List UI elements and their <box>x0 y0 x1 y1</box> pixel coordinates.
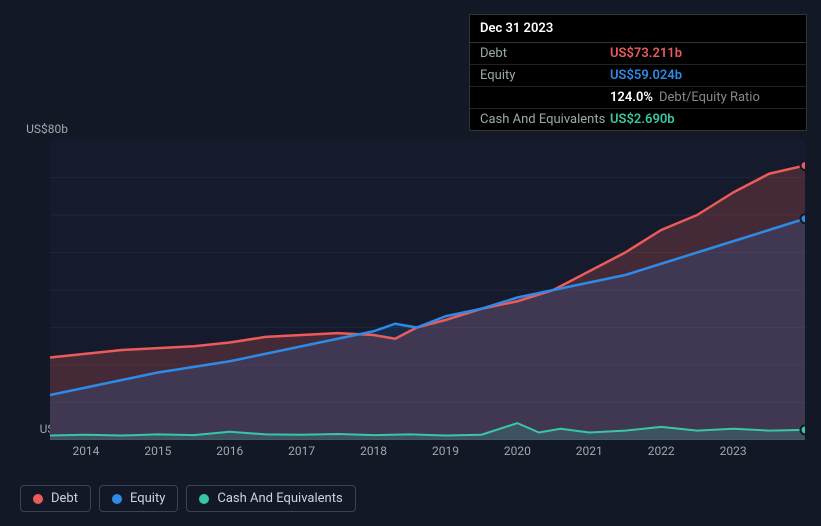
x-tick-label: 2021 <box>576 444 603 458</box>
chart-legend: Debt Equity Cash And Equivalents <box>20 485 356 512</box>
tooltip-date: Dec 31 2023 <box>470 15 806 43</box>
x-tick-label: 2023 <box>720 444 747 458</box>
legend-dot-icon <box>199 494 209 504</box>
tooltip-row-value: US$2.690b <box>610 112 675 127</box>
legend-label: Equity <box>130 491 165 506</box>
tooltip-row-value: US$59.024b <box>610 68 682 83</box>
tooltip-row-label: Debt <box>480 46 610 61</box>
legend-dot-icon <box>33 494 43 504</box>
x-tick-label: 2014 <box>72 444 99 458</box>
series-endpoint <box>801 161 806 170</box>
x-tick-label: 2015 <box>144 444 171 458</box>
tooltip-row-suffix: Debt/Equity Ratio <box>659 90 760 105</box>
x-tick-label: 2017 <box>288 444 315 458</box>
x-tick-label: 2022 <box>648 444 675 458</box>
x-tick-label: 2019 <box>432 444 459 458</box>
x-tick-label: 2018 <box>360 444 387 458</box>
tooltip-row-value: US$73.211b <box>610 46 682 61</box>
legend-dot-icon <box>112 494 122 504</box>
series-endpoint <box>801 425 806 434</box>
tooltip-row: DebtUS$73.211b <box>470 43 806 65</box>
tooltip-row-value: 124.0% <box>610 90 653 105</box>
legend-item[interactable]: Equity <box>99 485 178 512</box>
series-endpoint <box>801 214 806 223</box>
legend-label: Cash And Equivalents <box>217 491 342 506</box>
chart-plot[interactable] <box>50 140 805 440</box>
tooltip-row: 124.0% Debt/Equity Ratio <box>470 87 806 109</box>
chart-tooltip: Dec 31 2023 DebtUS$73.211bEquityUS$59.02… <box>469 14 807 131</box>
legend-item[interactable]: Cash And Equivalents <box>186 485 355 512</box>
tooltip-row-label <box>480 90 610 105</box>
x-tick-label: 2016 <box>216 444 243 458</box>
tooltip-row: EquityUS$59.024b <box>470 65 806 87</box>
chart-container: US$80b US$0 2014201520162017201820192020… <box>20 122 805 462</box>
tooltip-row-label: Cash And Equivalents <box>480 112 610 127</box>
tooltip-row: Cash And EquivalentsUS$2.690b <box>470 109 806 130</box>
tooltip-row-label: Equity <box>480 68 610 83</box>
legend-label: Debt <box>51 491 78 506</box>
legend-item[interactable]: Debt <box>20 485 91 512</box>
x-tick-label: 2020 <box>504 444 531 458</box>
y-axis-label-max: US$80b <box>20 122 68 136</box>
